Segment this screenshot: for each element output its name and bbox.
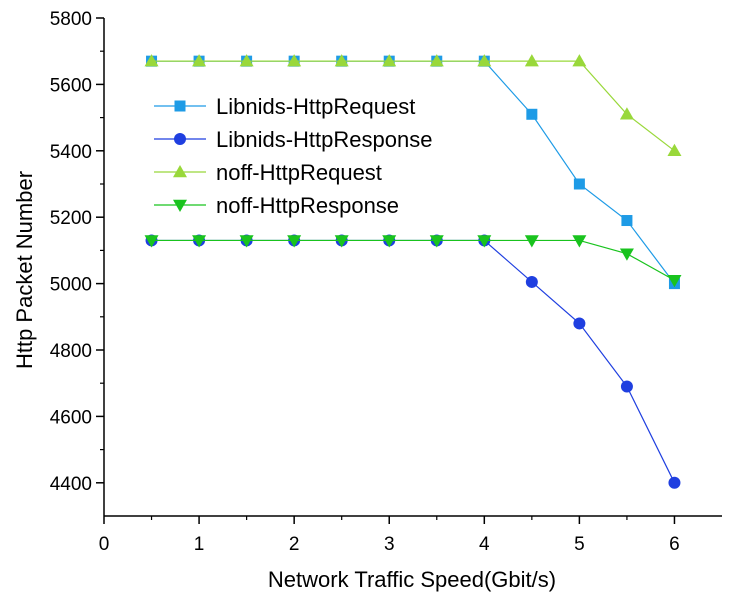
x-tick-label: 3 — [384, 534, 395, 555]
data-point — [572, 54, 587, 67]
data-point — [429, 54, 444, 67]
data-point — [429, 235, 444, 248]
legend-marker — [174, 133, 186, 145]
y-tick-label: 5800 — [50, 9, 92, 30]
y-axis: 4400 4600 4800 5000 5200 5400 5600 5800 — [50, 9, 104, 495]
legend-label: noff-HttpResponse — [216, 193, 399, 218]
legend-item: Libnids-HttpRequest — [154, 94, 415, 119]
series-line — [151, 239, 675, 484]
legend: Libnids-HttpRequest Libnids-HttpResponse n… — [150, 91, 478, 223]
data-point — [334, 235, 349, 248]
data-point — [573, 178, 585, 190]
x-tick-label: 4 — [479, 534, 490, 555]
x-tick-label: 5 — [574, 534, 585, 555]
data-point — [525, 275, 538, 288]
y-tick-label: 4800 — [50, 341, 92, 362]
x-axis: 0 1 2 3 4 5 6 — [99, 516, 680, 555]
legend-marker — [173, 199, 187, 212]
x-tick-label: 1 — [194, 534, 205, 555]
legend-item: noff-HttpResponse — [154, 193, 399, 218]
series-layer — [144, 54, 682, 489]
y-tick-label: 5400 — [50, 142, 92, 163]
data-point — [621, 215, 633, 227]
legend-label: noff-HttpRequest — [216, 160, 382, 185]
legend-item: Libnids-HttpResponse — [154, 127, 432, 152]
data-point — [239, 235, 254, 248]
y-tick-label: 5600 — [50, 75, 92, 96]
data-point — [667, 275, 682, 288]
data-point — [144, 235, 159, 248]
data-point — [526, 108, 538, 120]
x-tick-label: 0 — [99, 534, 110, 555]
data-point — [287, 54, 302, 67]
data-point — [573, 317, 586, 330]
data-point — [619, 248, 634, 261]
data-point — [334, 54, 349, 67]
data-point — [239, 54, 254, 67]
data-point — [192, 54, 207, 67]
y-tick-label: 5000 — [50, 275, 92, 296]
data-point — [144, 54, 159, 67]
x-axis-title: Network Traffic Speed(Gbit/s) — [268, 567, 556, 592]
series-noff-httpresponse — [144, 235, 682, 288]
y-tick-label: 4600 — [50, 407, 92, 428]
data-point — [524, 54, 539, 67]
legend-item: noff-HttpRequest — [154, 160, 382, 185]
data-point — [524, 235, 539, 248]
data-point — [667, 143, 682, 157]
legend-label: Libnids-HttpResponse — [216, 127, 432, 152]
data-point — [620, 380, 633, 393]
y-tick-label: 5200 — [50, 208, 92, 229]
y-tick-label: 4400 — [50, 474, 92, 495]
data-point — [572, 235, 587, 248]
y-axis-title: Http Packet Number — [12, 171, 37, 369]
data-point — [668, 476, 681, 489]
plot-area — [103, 18, 722, 517]
legend-marker — [173, 165, 187, 178]
x-tick-label: 2 — [289, 534, 300, 555]
series-libnids-httpresponse — [145, 234, 681, 489]
legend-box — [150, 91, 478, 223]
data-point — [619, 107, 634, 120]
series-line — [151, 60, 675, 152]
data-point — [192, 235, 207, 248]
legend-label: Libnids-HttpRequest — [216, 94, 415, 119]
x-tick-label: 6 — [669, 534, 680, 555]
data-point — [477, 235, 492, 248]
series-line — [151, 239, 675, 281]
data-point — [382, 54, 397, 67]
data-point — [287, 235, 302, 248]
series-noff-httprequest — [144, 54, 682, 157]
legend-marker — [174, 100, 186, 112]
data-point — [382, 235, 397, 248]
data-point — [477, 54, 492, 67]
